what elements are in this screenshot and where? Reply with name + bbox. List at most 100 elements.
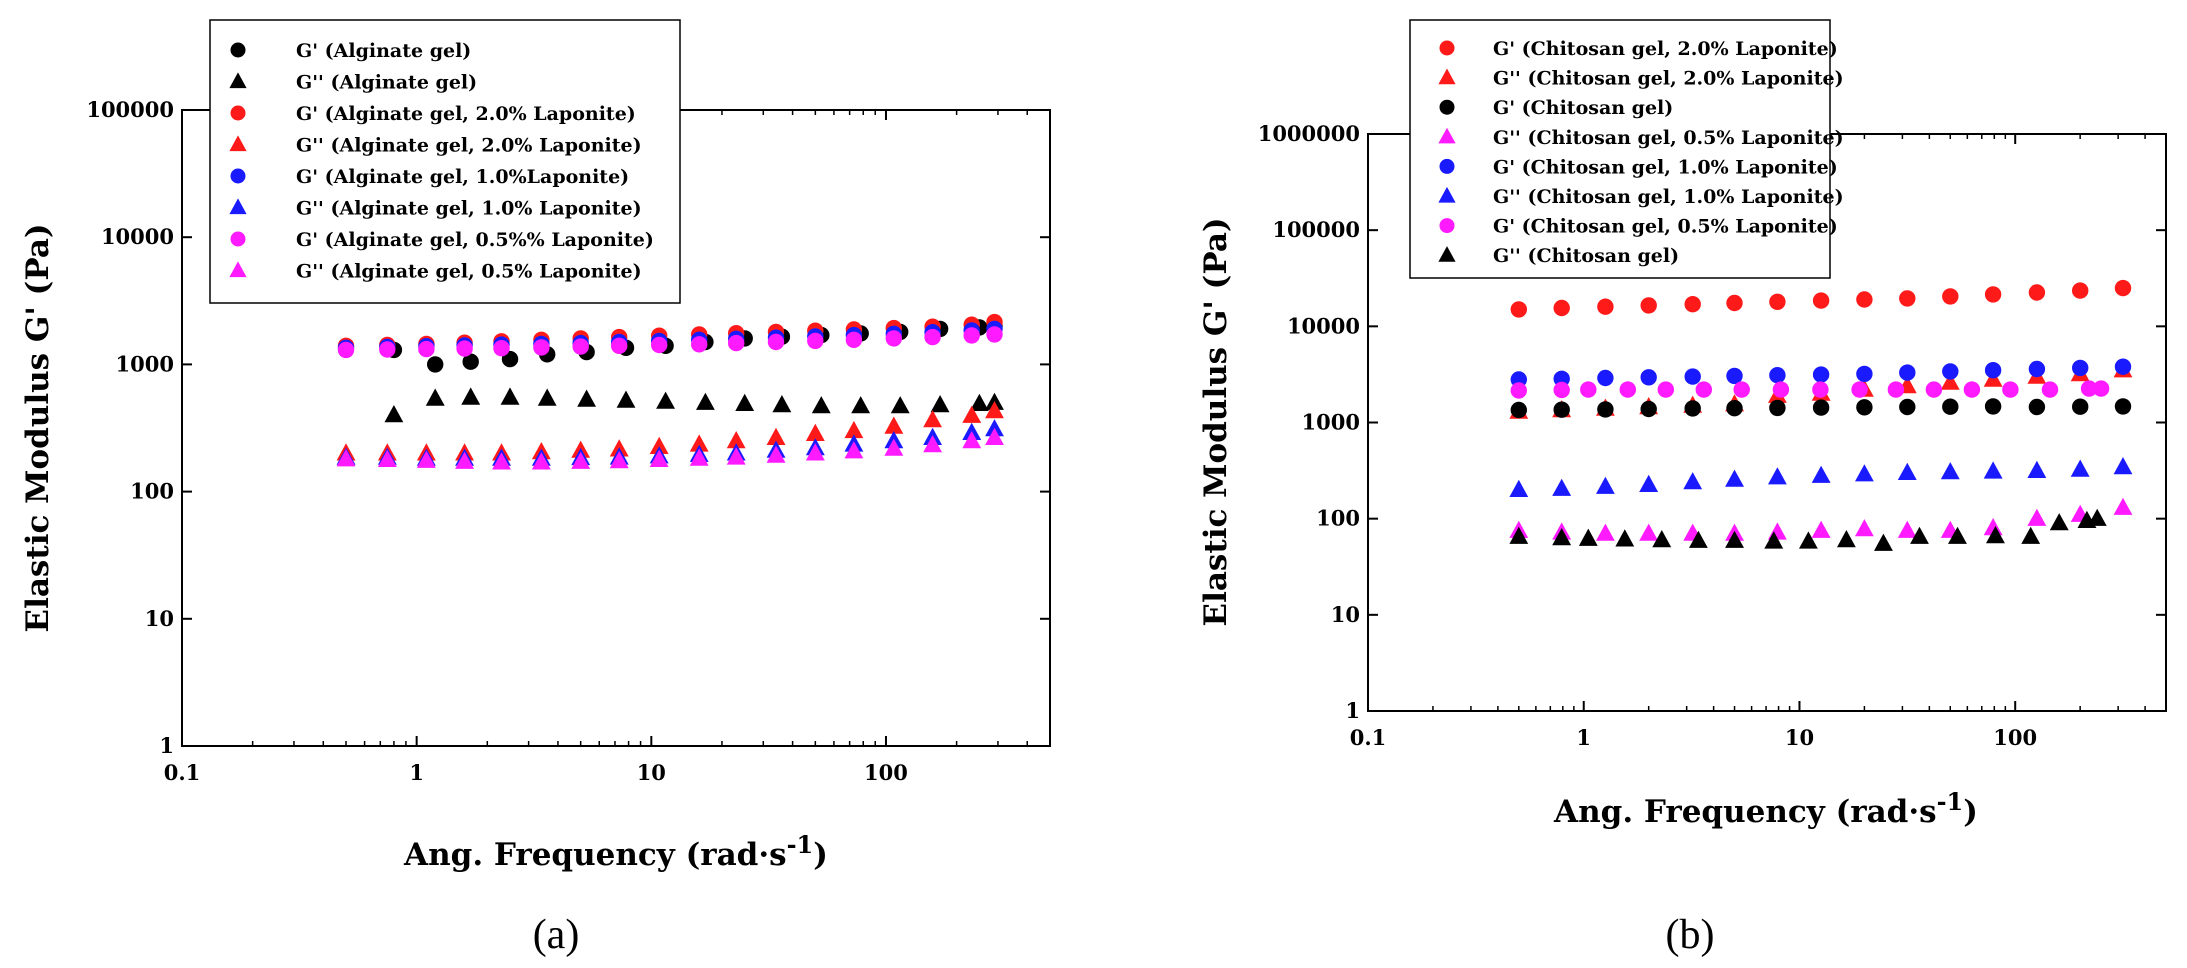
data-point <box>533 339 550 356</box>
legend-marker <box>230 42 246 58</box>
data-point <box>2114 279 2132 297</box>
y-tick-label: 1000 <box>1302 410 1360 435</box>
data-point <box>986 326 1003 343</box>
legend-marker <box>1439 99 1455 115</box>
x-axis-title-a: Ang. Frequency (rad·s-1) <box>403 830 828 873</box>
data-point <box>985 401 1004 419</box>
legend-marker <box>229 135 247 152</box>
data-point <box>1769 293 1786 310</box>
series-b-7 <box>1509 508 2107 551</box>
data-point <box>1615 529 1635 547</box>
legend-b: G' (Chitosan gel, 2.0% Laponite) G'' (Chi… <box>1409 19 1844 279</box>
data-point <box>923 435 942 453</box>
data-point <box>726 431 746 449</box>
x-axis-title-b: Ang. Frequency (rad·s-1) <box>1553 787 1978 830</box>
data-point <box>649 449 669 467</box>
data-point <box>691 336 708 353</box>
y-tick-label: 10000 <box>101 224 174 249</box>
data-point <box>384 405 404 423</box>
series-b-5 <box>1509 457 2133 497</box>
data-point <box>767 333 785 351</box>
legend-entry: G'' (Chitosan gel, 1.0% Laponite) <box>1493 186 1844 208</box>
legend-entry: G' (Alginate gel, 2.0% Laponite) <box>296 103 636 125</box>
data-point <box>851 396 871 414</box>
x-tick-label: 1 <box>409 760 424 785</box>
data-point <box>1812 292 1830 309</box>
data-point <box>379 341 396 358</box>
data-point <box>462 353 479 370</box>
data-point <box>577 389 596 407</box>
panel-label-a: (a) <box>533 912 580 958</box>
data-point <box>1640 400 1657 418</box>
data-point <box>923 410 942 428</box>
data-point <box>772 395 792 413</box>
y-tick-label: 100 <box>130 479 174 504</box>
data-point <box>1874 533 1893 551</box>
data-point <box>1772 381 1790 398</box>
data-point <box>1925 381 1943 398</box>
data-point <box>337 341 355 359</box>
series-a-6 <box>337 326 1003 359</box>
series-a-5 <box>336 419 1004 466</box>
legend-marker <box>1438 127 1456 144</box>
data-point <box>884 438 904 456</box>
legend-marker <box>229 261 247 278</box>
data-point <box>1596 476 1615 494</box>
data-point <box>985 427 1004 445</box>
data-point <box>416 450 436 468</box>
y-tick-label: 10000 <box>1287 313 1360 338</box>
legend-entry: G' (Alginate gel, 0.5%% Laponite) <box>296 229 654 251</box>
data-point <box>1986 526 2005 544</box>
data-point <box>651 336 668 354</box>
data-point <box>1942 288 1959 305</box>
data-point <box>726 447 746 465</box>
legend-box-a <box>209 19 681 304</box>
data-point <box>493 340 510 357</box>
data-point <box>811 396 831 414</box>
x-tick-label: 0.1 <box>164 760 201 785</box>
data-point <box>2070 459 2090 477</box>
data-point <box>1856 365 1873 383</box>
data-point <box>1553 381 1570 399</box>
legend-a: G' (Alginate gel) G'' (Alginate gel) G' (A… <box>209 19 681 304</box>
data-point <box>766 445 786 463</box>
data-point <box>461 387 481 405</box>
y-tick-label: 1000000 <box>1258 121 1360 146</box>
data-point <box>1684 296 1701 313</box>
legend-entry: G' (Alginate gel) <box>296 40 471 62</box>
data-point <box>963 327 980 344</box>
data-point <box>845 331 863 348</box>
data-point <box>1910 526 1929 544</box>
data-point <box>1725 530 1744 548</box>
data-point <box>649 436 669 454</box>
data-point <box>1984 398 2002 415</box>
data-point <box>1851 381 1868 398</box>
legend-entry: G' (Chitosan gel, 1.0% Laponite) <box>1493 156 1838 178</box>
legend-marker <box>229 72 247 89</box>
data-point <box>844 441 864 459</box>
data-point <box>2028 284 2046 301</box>
data-point <box>1897 520 1917 538</box>
data-point <box>1597 298 1614 315</box>
x-tick-label: 100 <box>864 760 908 785</box>
legend-entry: G'' (Alginate gel, 2.0% Laponite) <box>296 135 642 157</box>
legend-marker <box>1438 246 1456 262</box>
data-point <box>1983 461 2003 479</box>
data-point <box>1811 465 1831 483</box>
data-point <box>611 337 628 354</box>
series-b-2 <box>1510 398 2132 419</box>
data-point <box>2114 358 2132 375</box>
data-point <box>1726 294 1743 312</box>
data-point <box>1509 526 1529 544</box>
data-point <box>1683 472 1703 490</box>
legend-entry: G' (Chitosan gel, 2.0% Laponite) <box>1493 38 1838 60</box>
data-point <box>969 393 989 411</box>
x-tick-label: 1 <box>1576 725 1591 750</box>
legend-marker <box>1438 68 1456 85</box>
legend-box-b <box>1409 19 1831 279</box>
data-point <box>2028 360 2046 378</box>
y-tick-label: 100000 <box>86 97 174 122</box>
